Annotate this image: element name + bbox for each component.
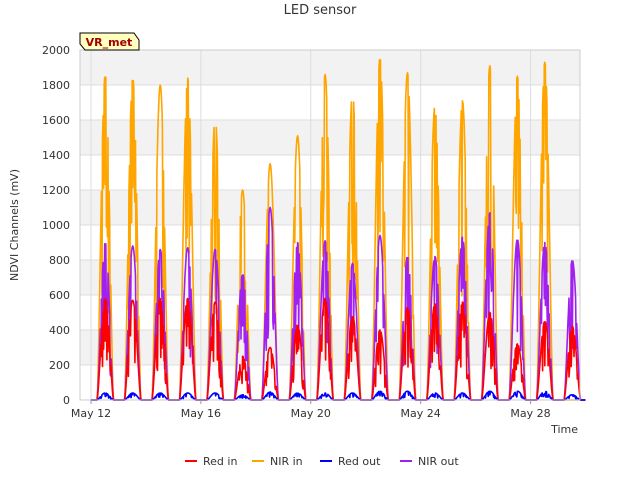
chart-title: LED sensor: [284, 3, 357, 18]
y-tick-label: 600: [49, 289, 70, 302]
plot-band: [80, 85, 580, 120]
x-axis-label: Time: [550, 423, 578, 436]
y-tick-label: 1600: [42, 114, 70, 127]
station-badge-shape: [79, 32, 140, 51]
legend: Red in NIR in Red out NIR out: [185, 455, 459, 468]
x-tick-label: May 20: [291, 407, 331, 420]
y-tick-label: 1400: [42, 149, 70, 162]
y-tick-label: 1200: [42, 184, 70, 197]
y-tick-label: 400: [49, 324, 70, 337]
x-tick-label: May 12: [71, 407, 111, 420]
y-tick-label: 1800: [42, 79, 70, 92]
y-axis-label: NDVI Channels (mV): [8, 169, 21, 281]
legend-label: Red out: [338, 455, 381, 468]
legend-label: NIR out: [418, 455, 459, 468]
legend-label: NIR in: [270, 455, 303, 468]
station-badge-text: VR_met: [86, 36, 133, 49]
y-tick-label: 200: [49, 359, 70, 372]
y-tick-label: 0: [63, 394, 70, 407]
y-tick-label: 2000: [42, 44, 70, 57]
y-tick-label: 800: [49, 254, 70, 267]
plot-band: [80, 50, 580, 85]
y-axis-ticks: 0 200 400 600 800 1000 1200 1400 1600 1800 2000: [42, 44, 70, 407]
plot-frame: [79, 49, 581, 401]
x-tick-label: May 28: [510, 407, 550, 420]
station-badge: VR_met: [79, 32, 140, 51]
plot-band: [80, 120, 580, 155]
x-tick-label: May 24: [401, 407, 441, 420]
plot-band: [80, 190, 580, 225]
y-tick-label: 1000: [42, 219, 70, 232]
x-tick-label: May 16: [181, 407, 221, 420]
x-axis-ticks: May 12 May 16 May 20 May 24 May 28: [71, 400, 551, 420]
plot-band: [80, 155, 580, 190]
legend-label: Red in: [203, 455, 237, 468]
